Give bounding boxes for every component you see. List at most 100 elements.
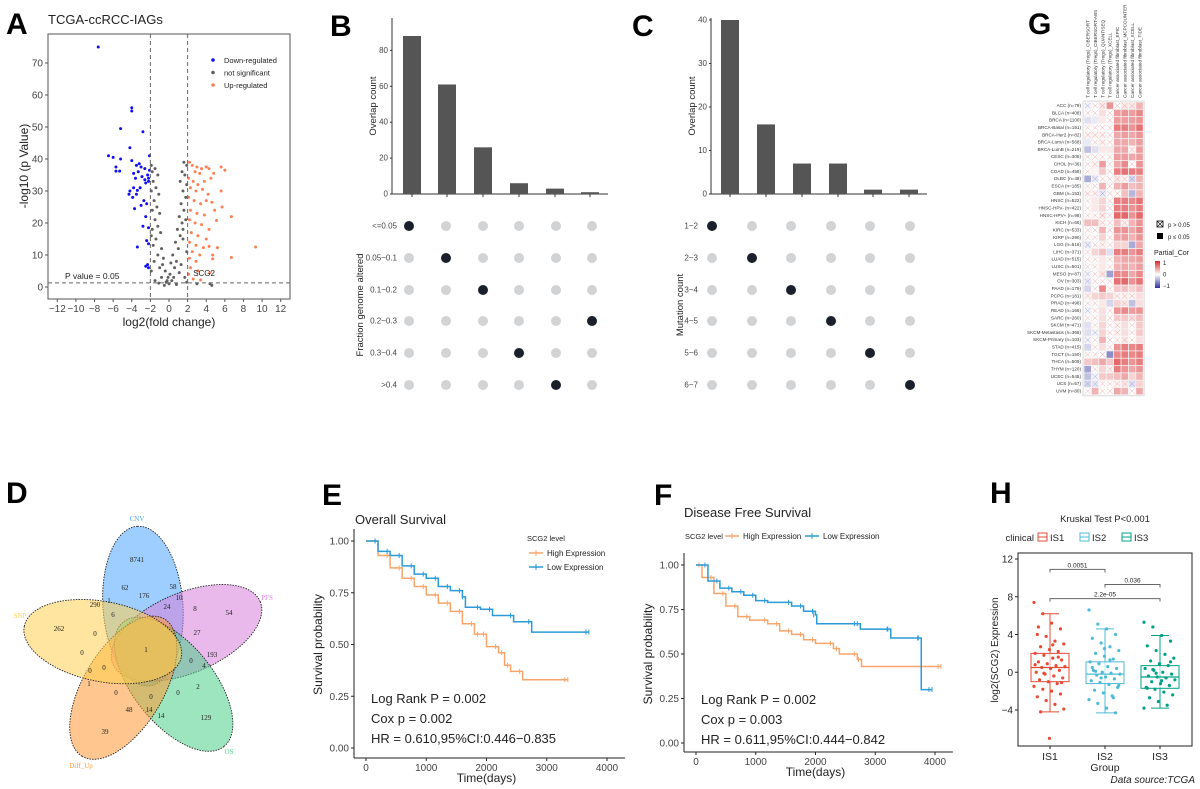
data-point <box>180 170 184 174</box>
y-tick-label: 20 <box>32 219 44 230</box>
nonsignificant-cross <box>1092 190 1098 197</box>
heatmap-cell <box>1128 204 1136 212</box>
data-point <box>1099 641 1103 645</box>
heatmap-cell <box>1099 117 1106 124</box>
data-point <box>1059 681 1064 685</box>
heatmap-cell <box>1121 278 1128 285</box>
y-tick-label: 0.75 <box>660 605 680 616</box>
data-point <box>1113 711 1118 715</box>
data-point <box>1092 688 1097 692</box>
data-point <box>1117 648 1121 653</box>
data-point <box>204 199 208 203</box>
matrix-dot-active <box>865 348 875 358</box>
venn-region-count: 58 <box>170 583 178 591</box>
data-point <box>1058 692 1063 696</box>
nonsignificant-cross <box>1107 388 1113 394</box>
nonsignificant-cross <box>1092 227 1098 233</box>
heatmap-cell <box>1121 270 1128 278</box>
heatmap-cell <box>1084 285 1091 292</box>
matrix-dot-active <box>786 285 796 295</box>
heatmap-cell <box>1136 373 1143 380</box>
data-point <box>153 279 157 283</box>
matrix-dot <box>514 253 524 263</box>
survival-curve <box>366 540 589 633</box>
data-point <box>173 266 177 270</box>
row-label: HNSC-HPV+ (n=98) <box>1040 213 1082 218</box>
nonsignificant-cross <box>1107 197 1113 204</box>
heatmap-cell <box>1128 109 1136 117</box>
data-point <box>174 259 178 263</box>
matrix-dot <box>905 348 915 358</box>
matrix-dot <box>905 316 915 326</box>
heatmap-cell <box>1114 256 1121 263</box>
nonsignificant-cross <box>1084 234 1091 241</box>
data-point <box>1054 664 1058 668</box>
bar <box>757 124 775 194</box>
x-tick-label: 10 <box>257 304 269 315</box>
y-tick-label: 60 <box>379 82 388 91</box>
matrix-dot <box>514 316 524 326</box>
data-point <box>193 221 197 225</box>
nonsignificant-cross <box>1084 212 1091 219</box>
matrix-dot <box>404 253 414 263</box>
heatmap-cell <box>1121 139 1128 146</box>
data-point <box>1114 666 1119 671</box>
nonsignificant-cross <box>1129 315 1135 321</box>
legend-label: p ≤ 0.05 <box>1168 235 1190 241</box>
nonsignificant-cross <box>1084 293 1091 299</box>
x-tick-label: 0 <box>166 304 172 315</box>
bar <box>721 20 739 194</box>
heatmap-cell <box>1084 322 1091 329</box>
nonsignificant-cross <box>1129 337 1135 343</box>
data-point <box>1145 644 1149 648</box>
nonsignificant-cross <box>1107 285 1113 292</box>
matrix-row-label: 3~4 <box>684 286 698 295</box>
data-point <box>135 188 139 192</box>
matrix-dot-active <box>707 221 717 231</box>
volcano-plot: TCGA-ccRCC-IAGs −12 −10 −8 −6 −4 −2 0 2 4 6 8 10 12 0 1… <box>17 12 291 329</box>
x-tick-label: 3000 <box>536 763 559 774</box>
stat-annotation: HR = 0.610,95%CI:0.446−0.835 <box>371 731 556 746</box>
source-note: Data source:TCGA <box>1111 775 1196 786</box>
nonsignificant-cross <box>1084 124 1091 131</box>
nonsignificant-cross <box>1084 351 1091 358</box>
heatmap-cell <box>1084 329 1091 336</box>
heatmap-cell <box>1121 204 1128 212</box>
data-point <box>131 195 135 199</box>
heatmap-cell <box>1136 387 1143 395</box>
data-point <box>151 179 155 183</box>
data-point <box>161 256 165 260</box>
bar <box>403 36 421 194</box>
data-point <box>229 256 233 260</box>
data-point <box>144 181 148 185</box>
venn-region-count: 262 <box>54 625 65 633</box>
heatmap-cell <box>1128 212 1136 219</box>
matrix-dot <box>478 221 488 231</box>
nonsignificant-cross <box>1084 205 1091 211</box>
matrix-dot <box>441 380 451 390</box>
heatmap-cell <box>1106 248 1114 256</box>
nonsignificant-cross <box>1107 110 1113 116</box>
nonsignificant-cross <box>1099 351 1106 358</box>
matrix-dot-active <box>478 285 488 295</box>
data-point <box>145 239 149 243</box>
y-tick-label: 40 <box>379 118 388 127</box>
nonsignificant-cross <box>1092 351 1098 358</box>
panel-label-h: H <box>990 477 1012 510</box>
row-label: PCPG (n=181) <box>1051 293 1082 298</box>
heatmap-cell <box>1114 146 1121 153</box>
heatmap-cell <box>1128 343 1136 351</box>
heatmap-cell <box>1128 365 1136 373</box>
bar <box>829 163 847 194</box>
data-point <box>160 275 164 279</box>
x-tick-label: −6 <box>107 304 119 315</box>
data-point <box>149 234 153 238</box>
data-point <box>144 215 148 219</box>
data-point <box>119 127 123 131</box>
heatmap-cell <box>1121 153 1128 161</box>
data-point <box>1053 639 1057 643</box>
row-label: READ (n=166) <box>1051 308 1081 313</box>
matrix-row-label: 0.3~0.4 <box>370 349 397 358</box>
matrix-dot <box>707 348 717 358</box>
heatmap-cell <box>1099 300 1106 307</box>
